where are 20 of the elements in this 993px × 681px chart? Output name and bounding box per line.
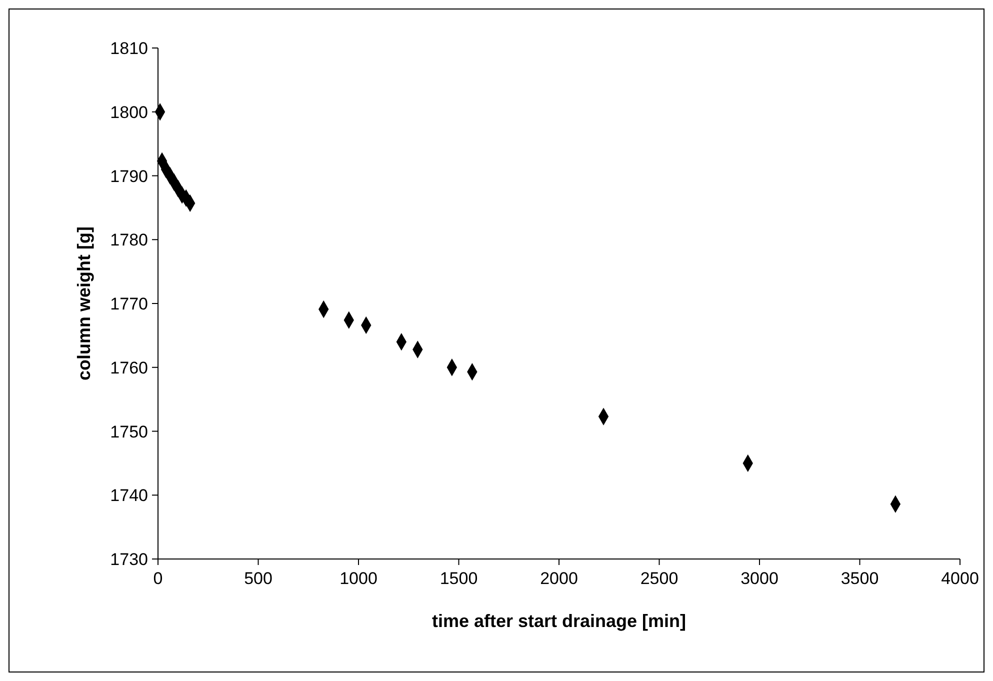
x-tick-label: 3500 — [840, 569, 879, 588]
y-tick-label: 1760 — [110, 358, 148, 378]
y-tick-label: 1740 — [110, 486, 148, 506]
y-axis-title: column weight [g] — [74, 226, 94, 380]
x-tick-label: 2000 — [540, 569, 578, 588]
x-tick-label: 3000 — [740, 569, 778, 588]
x-tick-label: 4000 — [941, 569, 979, 588]
x-axis-title: time after start drainage [min] — [432, 611, 686, 631]
y-tick-label: 1730 — [110, 550, 148, 569]
y-tick-label: 1750 — [110, 422, 148, 442]
y-tick-label: 1790 — [110, 166, 148, 186]
y-tick-label: 1800 — [110, 102, 148, 122]
x-tick-label: 2500 — [640, 569, 678, 588]
x-tick-label: 1000 — [340, 569, 378, 588]
x-tick-label: 500 — [244, 569, 272, 588]
x-tick-label: 0 — [153, 569, 163, 588]
y-tick-label: 1770 — [110, 294, 148, 314]
y-tick-label: 1810 — [110, 39, 148, 58]
y-tick-label: 1780 — [110, 230, 148, 250]
x-tick-label: 1500 — [440, 569, 478, 588]
